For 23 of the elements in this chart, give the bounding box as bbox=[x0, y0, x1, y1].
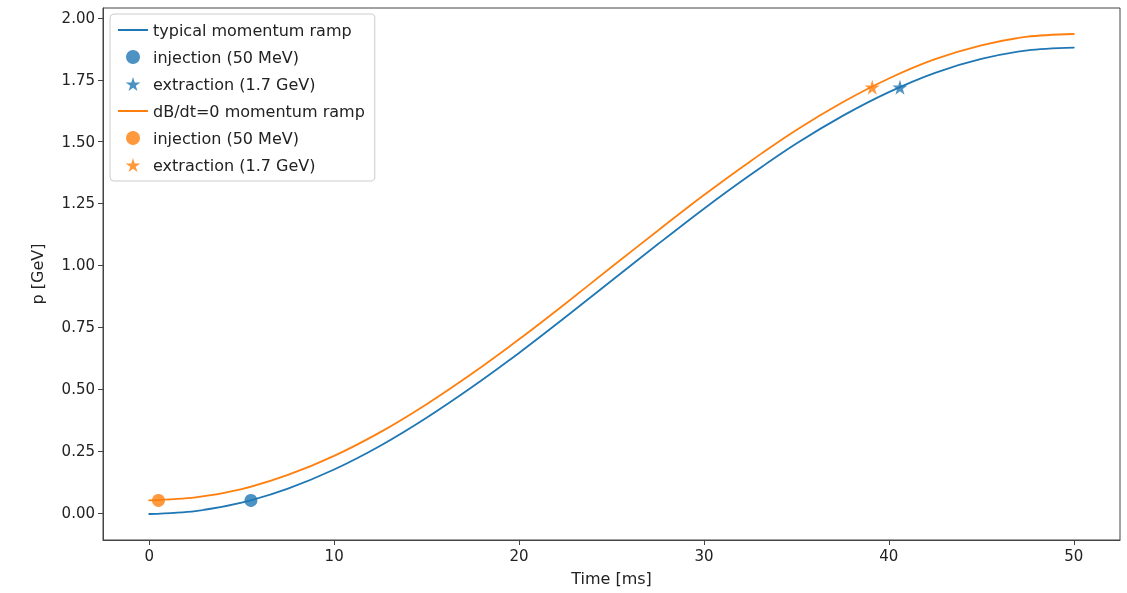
x-tick-label: 20 bbox=[509, 546, 529, 565]
legend-label: injection (50 MeV) bbox=[153, 128, 299, 148]
legend-label: extraction (1.7 GeV) bbox=[153, 74, 316, 94]
y-tick-label: 0.00 bbox=[61, 503, 95, 522]
y-tick-label: 0.50 bbox=[61, 380, 95, 399]
legend-label: dB/dt=0 momentum ramp bbox=[153, 101, 365, 121]
legend-label: extraction (1.7 GeV) bbox=[153, 155, 316, 175]
x-tick-label: 40 bbox=[879, 546, 899, 565]
y-tick-label: 1.50 bbox=[61, 132, 95, 151]
y-axis-title: p [GeV] bbox=[27, 243, 47, 305]
y-tick-label: 1.75 bbox=[61, 70, 95, 89]
y-tick-label: 2.00 bbox=[61, 8, 95, 27]
x-tick-label: 30 bbox=[694, 546, 714, 565]
y-tick-label: 1.00 bbox=[61, 256, 95, 275]
x-tick-label: 10 bbox=[324, 546, 344, 565]
legend-label: injection (50 MeV) bbox=[153, 47, 299, 67]
x-tick-label: 0 bbox=[144, 546, 154, 565]
legend-label: typical momentum ramp bbox=[153, 20, 352, 40]
y-tick-label: 1.25 bbox=[61, 194, 95, 213]
x-axis-title: Time [ms] bbox=[570, 568, 652, 588]
y-tick-label: 0.25 bbox=[61, 441, 95, 460]
x-tick-label: 50 bbox=[1064, 546, 1084, 565]
y-tick-label: 0.75 bbox=[61, 318, 95, 337]
